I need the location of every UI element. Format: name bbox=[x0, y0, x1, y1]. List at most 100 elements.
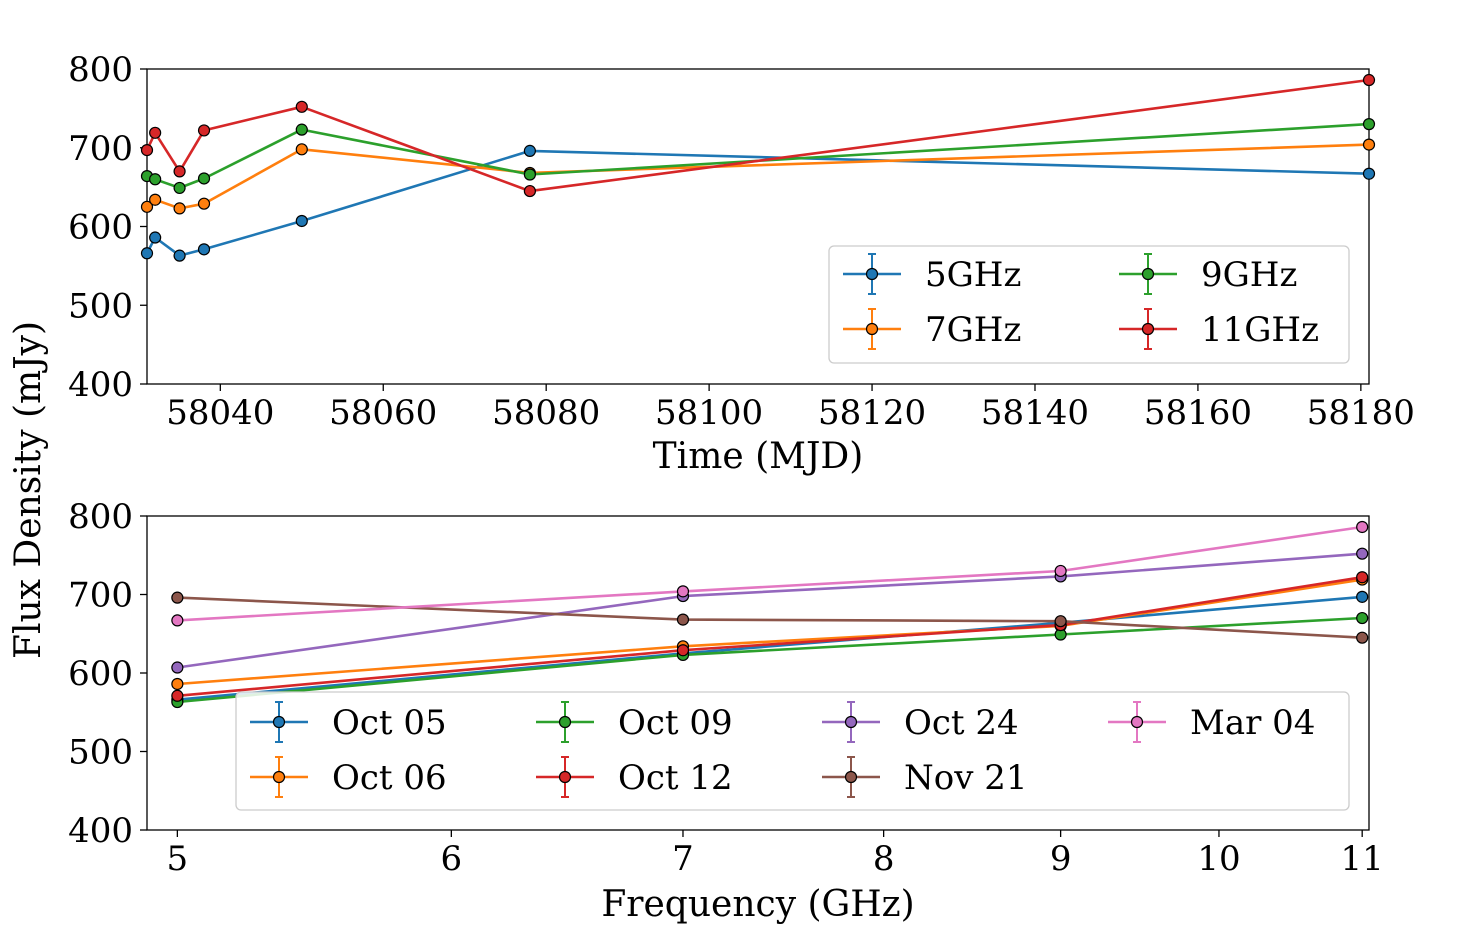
legend-item: Mar 04 bbox=[1108, 701, 1315, 743]
series-line bbox=[177, 596, 1363, 639]
x-axis-label: Frequency (GHz) bbox=[601, 884, 914, 925]
data-point bbox=[197, 124, 211, 137]
legend-item: 5GHz bbox=[843, 253, 1021, 295]
series-line bbox=[177, 575, 1363, 698]
data-point bbox=[149, 126, 162, 139]
x-tick-label: 7 bbox=[672, 839, 694, 879]
data-point bbox=[676, 613, 690, 626]
series-6 bbox=[171, 520, 1369, 627]
data-point bbox=[171, 614, 184, 627]
legend-marker bbox=[272, 715, 286, 729]
legend-item: Oct 06 bbox=[250, 756, 447, 798]
legend-label: Oct 09 bbox=[618, 703, 733, 743]
y-tick-label: 500 bbox=[68, 286, 133, 326]
x-tick-label: 58120 bbox=[818, 393, 926, 433]
data-point bbox=[171, 677, 184, 691]
data-point bbox=[171, 591, 184, 604]
data-point bbox=[197, 243, 211, 256]
data-point bbox=[295, 214, 308, 228]
legend-label: 5GHz bbox=[925, 255, 1021, 295]
data-point bbox=[1356, 547, 1369, 560]
x-tick-label: 58100 bbox=[655, 393, 763, 433]
data-point bbox=[1054, 564, 1067, 578]
legend-marker bbox=[1130, 715, 1144, 729]
shared-ylabel: Flux Density (mJy) bbox=[8, 321, 49, 659]
y-tick-label: 600 bbox=[68, 208, 133, 248]
legend-item: Oct 05 bbox=[250, 701, 447, 743]
legend-marker bbox=[1141, 322, 1155, 336]
legend-label: 9GHz bbox=[1201, 255, 1297, 295]
data-point bbox=[1356, 571, 1369, 584]
y-tick-label: 400 bbox=[68, 811, 133, 851]
y-tick-label: 600 bbox=[68, 654, 133, 694]
legend-marker bbox=[865, 322, 879, 336]
legend-item: 9GHz bbox=[1119, 253, 1297, 295]
time-series-panel: 400 500 600 700 800 58040 58060 58080 58100 58120… bbox=[68, 50, 1415, 477]
series-0 bbox=[171, 590, 1369, 706]
series-5 bbox=[171, 591, 1369, 644]
spectrum-panel: 400 500 600 700 800 5 6 7 8 9 10 11 Frequency (GHz) O… bbox=[68, 497, 1384, 925]
legend-item: 7GHz bbox=[843, 308, 1021, 350]
data-point bbox=[1362, 118, 1376, 131]
data-point bbox=[173, 165, 186, 178]
data-point bbox=[197, 172, 211, 185]
data-point bbox=[173, 202, 186, 215]
data-point bbox=[173, 249, 186, 262]
data-point bbox=[523, 184, 536, 198]
legend-marker bbox=[865, 267, 879, 281]
legend: Oct 05 Oct 06 Oct 09 Oct 12 Oct 24 Nov 21 Mar … bbox=[235, 691, 1350, 811]
data-point bbox=[676, 644, 690, 657]
legend-marker bbox=[272, 770, 286, 784]
legend-label: Nov 21 bbox=[904, 758, 1028, 798]
data-point bbox=[1362, 138, 1376, 151]
data-point bbox=[173, 181, 186, 195]
data-point bbox=[171, 661, 184, 674]
x-tick-label: 11 bbox=[1341, 839, 1384, 879]
legend-item: Oct 24 bbox=[822, 701, 1019, 743]
legend-label: Oct 05 bbox=[332, 703, 447, 743]
x-tick-label: 10 bbox=[1197, 839, 1240, 879]
legend-label: Mar 04 bbox=[1190, 703, 1315, 743]
x-axis-label: Time (MJD) bbox=[653, 436, 864, 477]
data-point bbox=[1356, 631, 1369, 644]
series-3 bbox=[140, 73, 1376, 198]
legend-box bbox=[828, 245, 1350, 364]
data-point bbox=[523, 168, 536, 181]
data-point bbox=[140, 247, 154, 260]
data-point bbox=[1362, 73, 1376, 87]
x-tick-label: 58080 bbox=[492, 393, 600, 433]
legend-marker bbox=[1141, 267, 1155, 281]
data-point bbox=[295, 123, 308, 136]
legend-item: Nov 21 bbox=[822, 756, 1028, 798]
legend-label: Oct 24 bbox=[904, 703, 1019, 743]
legend-label: Oct 12 bbox=[618, 758, 733, 798]
x-tick-label: 58040 bbox=[166, 393, 274, 433]
series-line bbox=[146, 143, 1370, 210]
y-tick-label: 400 bbox=[68, 365, 133, 405]
y-tick-label: 700 bbox=[68, 576, 133, 616]
y-tick-label: 800 bbox=[68, 497, 133, 537]
legend-marker bbox=[558, 715, 572, 729]
x-tick-label: 58180 bbox=[1307, 393, 1415, 433]
data-point bbox=[1356, 520, 1369, 534]
data-point bbox=[140, 200, 154, 213]
data-point bbox=[523, 144, 536, 157]
x-tick-label: 9 bbox=[1050, 839, 1072, 879]
data-point bbox=[1356, 611, 1369, 625]
series-line bbox=[177, 525, 1363, 622]
x-tick-label: 8 bbox=[873, 839, 895, 879]
data-point bbox=[149, 231, 162, 244]
legend-label: Oct 06 bbox=[332, 758, 447, 798]
data-point bbox=[149, 173, 162, 186]
x-tick-label: 5 bbox=[167, 839, 189, 879]
series-2 bbox=[140, 118, 1376, 195]
legend-marker bbox=[844, 715, 858, 729]
data-point bbox=[1356, 590, 1369, 603]
y-tick-label: 700 bbox=[68, 129, 133, 169]
legend-label: 7GHz bbox=[925, 310, 1021, 350]
legend: 5GHz 7GHz 9GHz 11GHz bbox=[828, 245, 1350, 364]
data-point bbox=[295, 100, 308, 113]
series-line bbox=[145, 149, 1370, 257]
data-point bbox=[149, 193, 162, 206]
